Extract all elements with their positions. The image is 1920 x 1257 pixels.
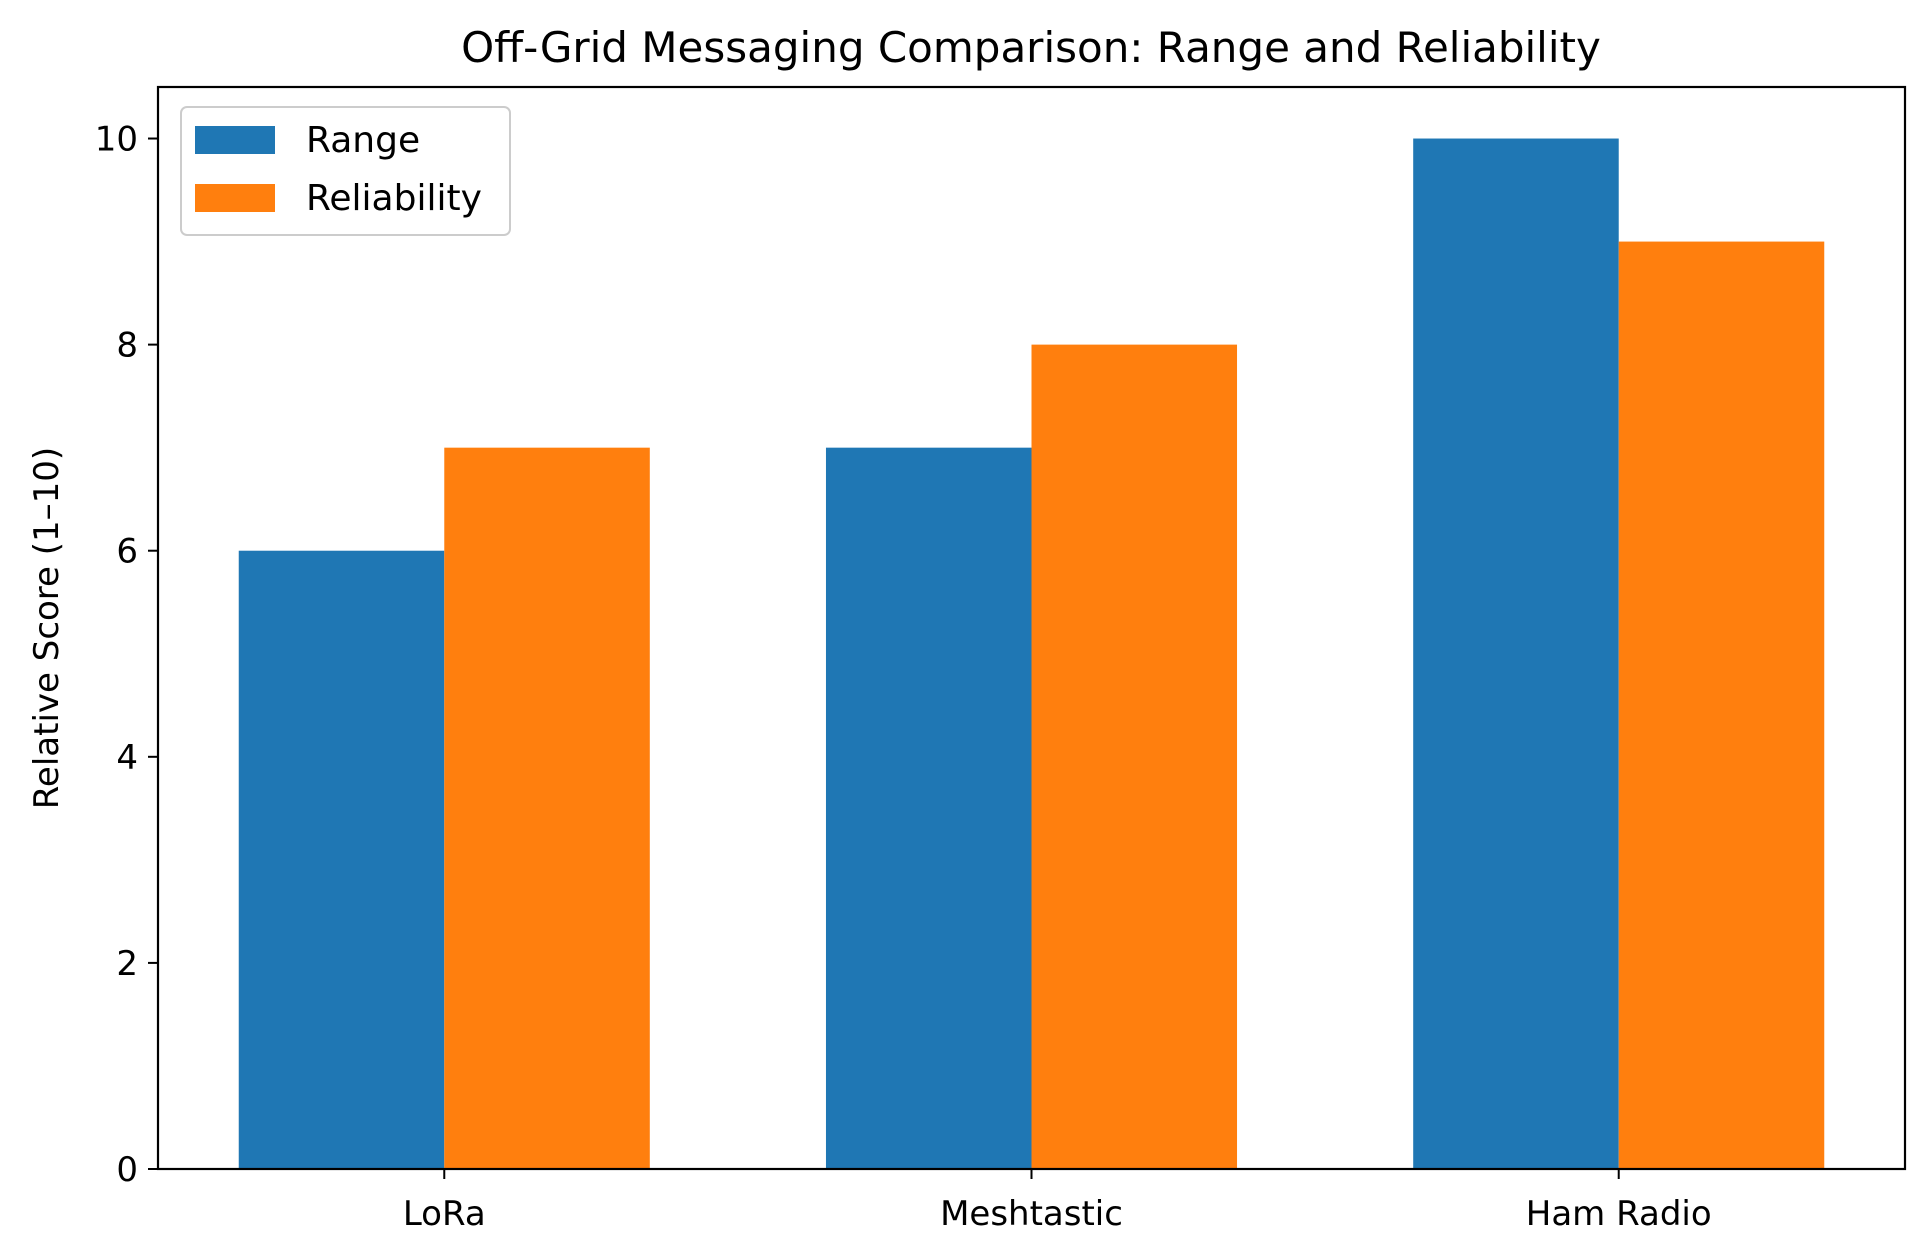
legend-label-range: Range bbox=[306, 120, 420, 161]
bar-reliability-lora bbox=[444, 447, 650, 1170]
bar-reliability-ham-radio bbox=[1618, 241, 1825, 1170]
x-tick-label: LoRa bbox=[403, 1194, 486, 1234]
plot-area: 0 2 4 6 8 10 LoRa Meshtastic Ham Radio bbox=[95, 85, 1907, 1234]
x-tick-label: Meshtastic bbox=[940, 1194, 1123, 1234]
y-tick-label: 2 bbox=[116, 944, 138, 984]
y-tick-label: 4 bbox=[116, 738, 138, 778]
chart-title: Off-Grid Messaging Comparison: Range and… bbox=[461, 23, 1601, 72]
y-axis-label: Relative Score (1–10) bbox=[27, 447, 67, 809]
bar-range-meshtastic bbox=[825, 447, 1032, 1170]
x-tick-label: Ham Radio bbox=[1526, 1194, 1712, 1234]
bar-reliability-meshtastic bbox=[1031, 344, 1238, 1170]
y-tick-label: 6 bbox=[116, 532, 138, 572]
y-tick-label: 10 bbox=[95, 120, 138, 160]
bar-range-lora bbox=[238, 550, 445, 1169]
legend-swatch-reliability bbox=[195, 184, 275, 212]
y-tick-label: 8 bbox=[116, 326, 138, 366]
legend-swatch-range bbox=[195, 126, 275, 154]
legend-label-reliability: Reliability bbox=[306, 178, 482, 219]
y-tick-label: 0 bbox=[116, 1150, 138, 1190]
bar-range-ham-radio bbox=[1413, 138, 1619, 1169]
legend: Range Reliability bbox=[180, 106, 511, 236]
